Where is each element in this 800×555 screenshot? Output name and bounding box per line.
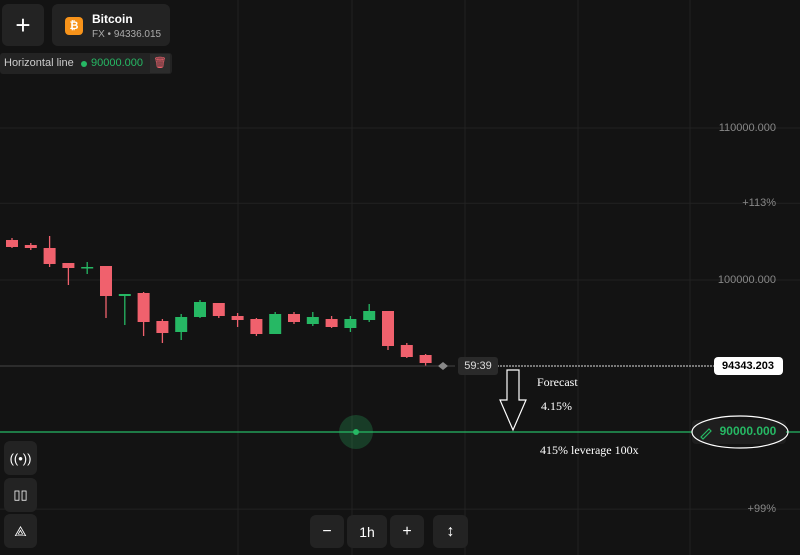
candle-body bbox=[156, 320, 169, 334]
annotation: 415% leverage 100x bbox=[540, 443, 639, 457]
candle-body bbox=[175, 316, 188, 332]
y-tick-label: 100000.000 bbox=[718, 274, 776, 286]
candle-body bbox=[250, 319, 263, 335]
draw-button[interactable]: ⟁ bbox=[4, 514, 37, 548]
candles-button[interactable]: ▯▯ bbox=[4, 478, 37, 512]
candle-body bbox=[400, 344, 413, 358]
delete-button[interactable]: 🗑 bbox=[150, 54, 170, 73]
y-tick-label: 110000.000 bbox=[719, 122, 776, 134]
asset-price: FX • 94336.015 bbox=[92, 29, 162, 40]
edit-icon bbox=[700, 428, 712, 440]
candle-body bbox=[419, 354, 432, 364]
candle-body bbox=[325, 319, 338, 327]
candle-body bbox=[24, 244, 37, 249]
candle-body bbox=[62, 263, 75, 269]
y2-tick-label: +113% bbox=[742, 197, 776, 209]
tool-dot bbox=[81, 61, 87, 67]
level-box bbox=[692, 420, 786, 445]
timer: 59:39 bbox=[464, 360, 492, 372]
tool-name: Horizontal line bbox=[4, 57, 74, 69]
vertical-grid bbox=[237, 0, 691, 555]
scale-button[interactable]: ↕ bbox=[433, 515, 468, 548]
timeframe[interactable]: 1h bbox=[347, 515, 387, 548]
y2-tick-label: +99% bbox=[748, 503, 777, 515]
tool-bar: Horizontal line 90000.000 🗑 bbox=[0, 53, 172, 74]
candle-body bbox=[81, 267, 94, 269]
forecast-arrow bbox=[499, 369, 527, 432]
price-marker bbox=[438, 361, 448, 370]
candle-body bbox=[100, 266, 112, 297]
price-box bbox=[714, 356, 783, 375]
timer-box bbox=[458, 356, 498, 375]
candle-body bbox=[306, 316, 319, 325]
zoom-out-button[interactable]: − bbox=[310, 515, 344, 548]
signal-button[interactable]: ((•)) bbox=[4, 441, 37, 475]
candle-body bbox=[231, 315, 244, 321]
asset-card[interactable]: ₿ Bitcoin FX • 94336.015 bbox=[52, 4, 170, 46]
level-outline bbox=[691, 415, 789, 449]
candle-body bbox=[194, 301, 206, 317]
annotation: Forecast bbox=[537, 375, 578, 389]
asset-icon: ₿ bbox=[65, 17, 83, 35]
candle-body bbox=[212, 302, 225, 316]
add-button[interactable]: + bbox=[2, 4, 44, 46]
price-label: 94343.203 bbox=[722, 360, 774, 372]
tool-level: 90000.000 bbox=[91, 57, 143, 69]
asset-name: Bitcoin bbox=[92, 12, 133, 26]
candle-body bbox=[382, 310, 394, 346]
line-handle bbox=[353, 429, 359, 436]
level-label: 90000.000 bbox=[720, 424, 777, 438]
candle-body bbox=[6, 239, 18, 248]
candle-body bbox=[288, 314, 300, 322]
candle-body bbox=[137, 292, 150, 322]
candle-body bbox=[363, 310, 376, 321]
plot: 110000.000 100000.000 +113% +99% 59:39 94343.… bbox=[0, 122, 800, 515]
candle-body bbox=[118, 293, 131, 297]
candle-body bbox=[269, 314, 282, 335]
candle-body bbox=[43, 248, 56, 264]
candle-body bbox=[344, 319, 357, 329]
annotation: 4.15% bbox=[541, 399, 572, 413]
zoom-in-button[interactable]: + bbox=[390, 515, 424, 548]
